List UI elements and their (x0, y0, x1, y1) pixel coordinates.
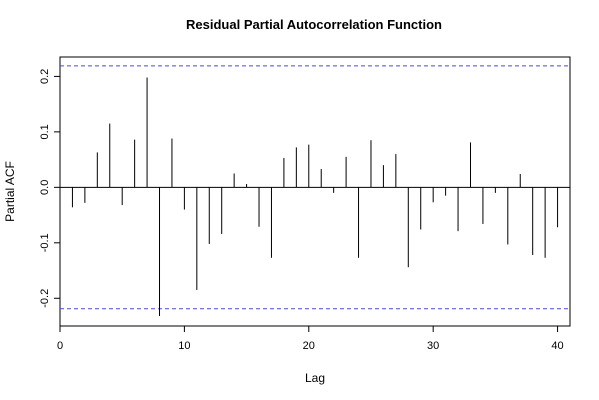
x-tick-label: 30 (427, 340, 439, 352)
x-axis: 0 10 20 30 40 (57, 326, 564, 352)
y-tick-label: 0.0 (39, 180, 51, 195)
y-tick-label: -0.2 (39, 289, 51, 308)
y-axis: -0.2 -0.1 0.0 0.1 0.2 (39, 69, 60, 308)
chart-title: Residual Partial Autocorrelation Functio… (186, 17, 442, 32)
y-tick-label: -0.1 (39, 233, 51, 252)
x-axis-label: Lag (305, 371, 325, 385)
y-tick-label: 0.1 (39, 124, 51, 139)
x-tick-label: 20 (303, 340, 315, 352)
y-tick-label: 0.2 (39, 69, 51, 84)
x-tick-label: 10 (178, 340, 190, 352)
x-tick-label: 0 (57, 340, 63, 352)
pacf-spikes (71, 77, 559, 317)
x-tick-label: 40 (551, 340, 563, 352)
plot-frame (59, 56, 571, 327)
confidence-bounds (60, 65, 570, 310)
y-axis-label: Partial ACF (3, 161, 17, 222)
